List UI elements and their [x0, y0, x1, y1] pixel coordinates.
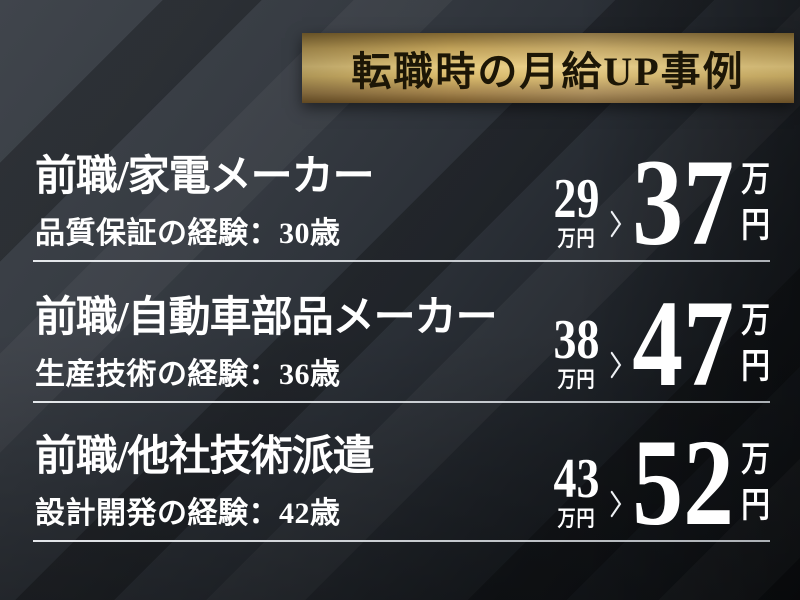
divider — [33, 401, 770, 403]
salary-after-unit-top: 万 — [741, 160, 770, 199]
salary-before-value: 29 — [553, 168, 600, 231]
case-row-1: 前職/家電メーカー 品質保証の経験：30歳 29 万円 37 万 円 — [33, 133, 770, 271]
salary-after-unit: 万 円 — [741, 437, 770, 528]
case-info: 前職/自動車部品メーカー 生産技術の経験：36歳 — [35, 295, 498, 393]
salary-before-group: 43 万円 — [553, 448, 600, 531]
previous-job-title: 前職/他社技術派遣 — [35, 434, 375, 480]
salary-change: 38 万円 47 万 円 — [553, 274, 770, 412]
salary-before-group: 38 万円 — [553, 309, 600, 392]
salary-after-unit: 万 円 — [741, 298, 770, 389]
chevron-right-icon — [609, 349, 623, 381]
salary-before-value: 38 — [553, 309, 600, 372]
salary-change: 29 万円 37 万 円 — [553, 133, 770, 271]
salary-before-value: 43 — [553, 448, 600, 511]
salary-before-unit: 万円 — [557, 506, 596, 531]
salary-after-value: 47 — [632, 274, 734, 412]
salary-after-value: 52 — [632, 413, 734, 551]
case-info: 前職/家電メーカー 品質保証の経験：30歳 — [35, 154, 375, 252]
salary-after-unit-bottom: 円 — [741, 205, 770, 245]
salary-after-value: 37 — [632, 133, 734, 271]
experience-age: 品質保証の経験：30歳 — [35, 217, 341, 251]
page-title: 転職時の月給UP事例 — [351, 49, 745, 94]
salary-before-unit: 万円 — [557, 226, 596, 251]
case-row-3: 前職/他社技術派遣 設計開発の経験：42歳 43 万円 52 万 円 — [33, 413, 770, 551]
salary-after-unit-top: 万 — [741, 301, 770, 340]
experience-age: 生産技術の経験：36歳 — [35, 358, 341, 392]
experience-age: 設計開発の経験：42歳 — [35, 497, 341, 531]
salary-after-unit-bottom: 円 — [741, 346, 770, 386]
chevron-right-icon — [609, 488, 623, 520]
salary-after-unit-top: 万 — [741, 440, 770, 479]
divider — [33, 260, 770, 262]
previous-job-title: 前職/自動車部品メーカー — [35, 295, 498, 341]
previous-job-title: 前職/家電メーカー — [35, 154, 375, 200]
case-row-2: 前職/自動車部品メーカー 生産技術の経験：36歳 38 万円 47 万 円 — [33, 274, 770, 412]
salary-before-unit: 万円 — [557, 367, 596, 392]
divider — [33, 540, 770, 542]
title-banner: 転職時の月給UP事例 — [302, 33, 794, 103]
salary-before-group: 29 万円 — [553, 168, 600, 251]
case-info: 前職/他社技術派遣 設計開発の経験：42歳 — [35, 434, 375, 532]
chevron-right-icon — [609, 208, 623, 240]
salary-change: 43 万円 52 万 円 — [553, 413, 770, 551]
salary-after-unit-bottom: 円 — [741, 485, 770, 525]
salary-after-unit: 万 円 — [741, 157, 770, 248]
